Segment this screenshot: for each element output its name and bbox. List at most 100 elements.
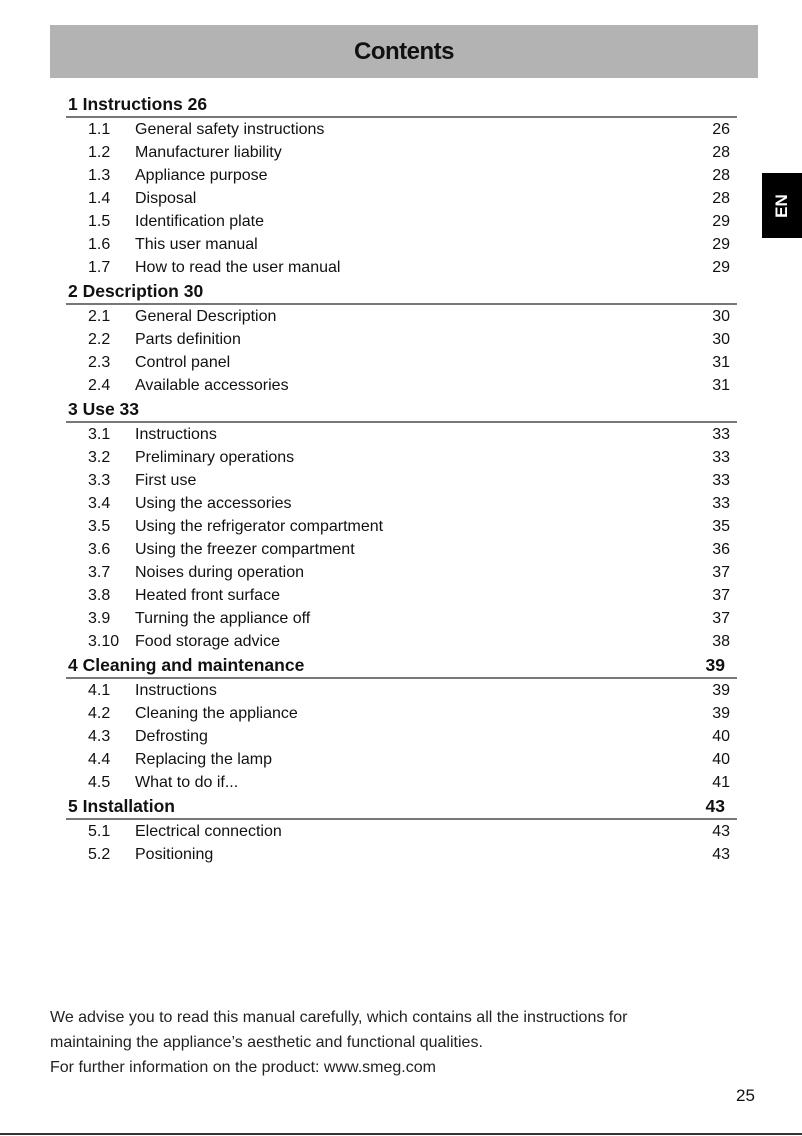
- entry-title: This user manual: [135, 236, 258, 253]
- entry-number: 3.4: [88, 495, 111, 512]
- toc-entry[interactable]: 4.4 Replacing the lamp 40: [66, 748, 737, 771]
- language-tab-label: EN: [772, 193, 791, 218]
- entry-title: Parts definition: [135, 331, 241, 348]
- entry-page: 37: [712, 587, 730, 604]
- entry-page: 30: [712, 331, 730, 348]
- toc-entry[interactable]: 3.7 Noises during operation 37: [66, 561, 737, 584]
- toc-entry[interactable]: 1.7 How to read the user manual 29: [66, 256, 737, 279]
- section-title: 1 Instructions 26: [68, 94, 208, 114]
- entry-title: Cleaning the appliance: [135, 705, 298, 722]
- page-number: 25: [736, 1086, 755, 1105]
- toc-entry[interactable]: 5.2 Positioning 43: [66, 843, 737, 866]
- toc-entry[interactable]: 1.5 Identification plate 29: [66, 210, 737, 233]
- toc-entry[interactable]: 2.4 Available accessories 31: [66, 374, 737, 397]
- toc-entry[interactable]: 5.1 Electrical connection 43: [66, 820, 737, 843]
- entry-title: First use: [135, 472, 197, 489]
- toc-entry[interactable]: 4.5 What to do if... 41: [66, 771, 737, 794]
- toc-entry[interactable]: 4.1 Instructions 39: [66, 679, 737, 702]
- entry-number: 2.3: [88, 354, 111, 371]
- section-title: 5 Installation: [68, 796, 175, 816]
- toc-entry[interactable]: 2.2 Parts definition 30: [66, 328, 737, 351]
- entry-title: Food storage advice: [135, 633, 280, 650]
- entry-page: 40: [712, 728, 730, 745]
- entry-number: 3.6: [88, 541, 111, 558]
- entry-title: Turning the appliance off: [135, 610, 311, 627]
- toc-entry[interactable]: 3.9 Turning the appliance off 37: [66, 607, 737, 630]
- language-tab: EN: [762, 173, 802, 238]
- entry-page: 31: [712, 354, 730, 371]
- entry-number: 1.3: [88, 167, 111, 184]
- entry-title: How to read the user manual: [135, 259, 341, 276]
- footer-line: We advise you to read this manual carefu…: [50, 1009, 628, 1026]
- entry-page: 33: [712, 449, 730, 466]
- toc-section-heading[interactable]: 3 Use 33: [66, 397, 737, 423]
- toc-entry[interactable]: 3.4 Using the accessories 33: [66, 492, 737, 515]
- entry-number: 3.8: [88, 587, 111, 604]
- entry-number: 5.1: [88, 823, 111, 840]
- entry-title: Using the accessories: [135, 495, 292, 512]
- entry-page: 31: [712, 377, 730, 394]
- table-of-contents: 1 Instructions 26 1.1 General safety instr…: [66, 92, 737, 866]
- entry-title: Positioning: [135, 846, 214, 863]
- entry-page: 35: [712, 518, 730, 535]
- entry-number: 1.2: [88, 144, 111, 161]
- entry-title: Electrical connection: [135, 823, 282, 840]
- entry-page: 26: [712, 121, 730, 138]
- entry-title: Control panel: [135, 354, 231, 371]
- entry-page: 38: [712, 633, 730, 650]
- entry-number: 2.4: [88, 377, 111, 394]
- toc-entry[interactable]: 3.3 First use 33: [66, 469, 737, 492]
- toc-entry[interactable]: 4.3 Defrosting 40: [66, 725, 737, 748]
- toc-entry[interactable]: 3.10 Food storage advice 38: [66, 630, 737, 653]
- entry-title: Using the freezer compartment: [135, 541, 355, 558]
- entry-number: 4.2: [88, 705, 111, 722]
- entry-title: Defrosting: [135, 728, 208, 745]
- entry-page: 43: [712, 846, 730, 863]
- footer-note: We advise you to read this manual carefu…: [50, 1005, 627, 1080]
- toc-entry[interactable]: 3.6 Using the freezer compartment 36: [66, 538, 737, 561]
- entry-number: 4.5: [88, 774, 111, 791]
- entry-number: 3.2: [88, 449, 111, 466]
- toc-entry[interactable]: 1.2 Manufacturer liability 28: [66, 141, 737, 164]
- toc-entry[interactable]: 2.3 Control panel 31: [66, 351, 737, 374]
- toc-entry[interactable]: 1.6 This user manual 29: [66, 233, 737, 256]
- toc-section-heading[interactable]: 5 Installation 43: [66, 794, 737, 820]
- entry-title: What to do if...: [135, 774, 239, 791]
- entry-page: 36: [712, 541, 730, 558]
- section-title: 3 Use 33: [68, 399, 140, 419]
- entry-title: Disposal: [135, 190, 197, 207]
- toc-entry[interactable]: 3.1 Instructions 33: [66, 423, 737, 446]
- toc-section-heading[interactable]: 1 Instructions 26: [66, 92, 737, 118]
- entry-title: Identification plate: [135, 213, 264, 230]
- entry-title: Instructions: [135, 426, 217, 443]
- toc-section-heading[interactable]: 2 Description 30: [66, 279, 737, 305]
- entry-number: 2.2: [88, 331, 111, 348]
- entry-title: Instructions: [135, 682, 217, 699]
- toc-entry[interactable]: 1.4 Disposal 28: [66, 187, 737, 210]
- toc-entry[interactable]: 3.5 Using the refrigerator compartment 35: [66, 515, 737, 538]
- entry-number: 4.4: [88, 751, 111, 768]
- entry-title: General Description: [135, 308, 277, 325]
- toc-entry[interactable]: 3.2 Preliminary operations 33: [66, 446, 737, 469]
- entry-number: 4.1: [88, 682, 111, 699]
- entry-page: 28: [712, 167, 730, 184]
- entry-page: 43: [712, 823, 730, 840]
- toc-entry[interactable]: 1.1 General safety instructions 26: [66, 118, 737, 141]
- entry-number: 3.7: [88, 564, 111, 581]
- entry-title: Heated front surface: [135, 587, 280, 604]
- entry-title: Appliance purpose: [135, 167, 268, 184]
- toc-section-heading[interactable]: 4 Cleaning and maintenance 39: [66, 653, 737, 679]
- section-page: 39: [705, 655, 725, 675]
- entry-page: 40: [712, 751, 730, 768]
- toc-entry[interactable]: 3.8 Heated front surface 37: [66, 584, 737, 607]
- toc-entry[interactable]: 4.2 Cleaning the appliance 39: [66, 702, 737, 725]
- entry-title: General safety instructions: [135, 121, 325, 138]
- toc-entry[interactable]: 1.3 Appliance purpose 28: [66, 164, 737, 187]
- entry-page: 37: [712, 564, 730, 581]
- toc-entry[interactable]: 2.1 General Description 30: [66, 305, 737, 328]
- entry-page: 33: [712, 495, 730, 512]
- entry-number: 3.10: [88, 633, 120, 650]
- entry-number: 1.7: [88, 259, 111, 276]
- entry-page: 37: [712, 610, 730, 627]
- page-title: Contents: [354, 37, 455, 65]
